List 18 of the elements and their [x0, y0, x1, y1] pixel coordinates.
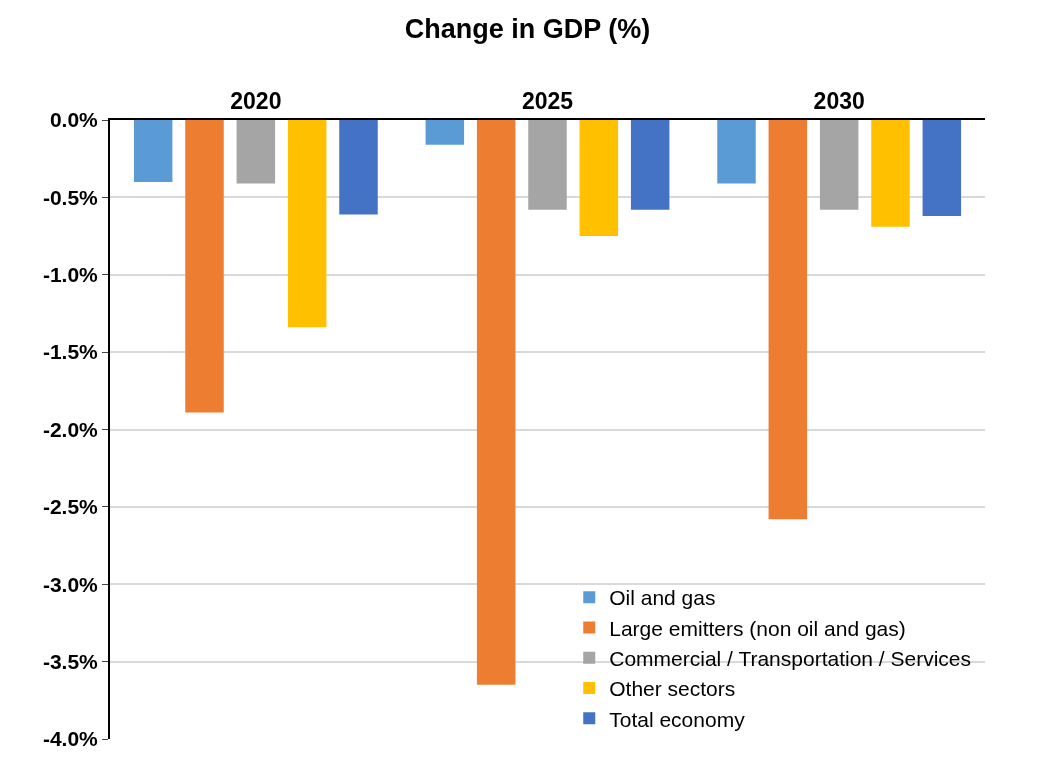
- x-tick-label: 2025: [521, 87, 574, 114]
- y-tick-label: -3.0%: [42, 572, 99, 596]
- y-tick-label: -2.5%: [42, 495, 99, 519]
- x-tick-label: 2020: [230, 87, 282, 114]
- y-tick-label: 0.0%: [49, 108, 99, 132]
- legend-label: Oil and gas: [609, 586, 716, 610]
- legend-label: Commercial / Transportation / Services: [609, 646, 972, 670]
- y-tick-label: -1.0%: [42, 263, 99, 287]
- legend-label: Total economy: [609, 707, 746, 731]
- y-tick-label: -0.5%: [42, 185, 99, 209]
- x-tick-label: 2030: [813, 87, 865, 114]
- y-tick-label: -2.0%: [42, 417, 99, 441]
- y-tick-label: -3.5%: [42, 649, 99, 673]
- legend-label: Other sectors: [609, 677, 736, 701]
- y-tick-label: -1.5%: [42, 340, 99, 364]
- y-tick-label: -4.0%: [42, 727, 99, 751]
- legend-label: Large emitters (non oil and gas): [609, 616, 906, 640]
- chart-title: Change in GDP (%): [404, 13, 651, 44]
